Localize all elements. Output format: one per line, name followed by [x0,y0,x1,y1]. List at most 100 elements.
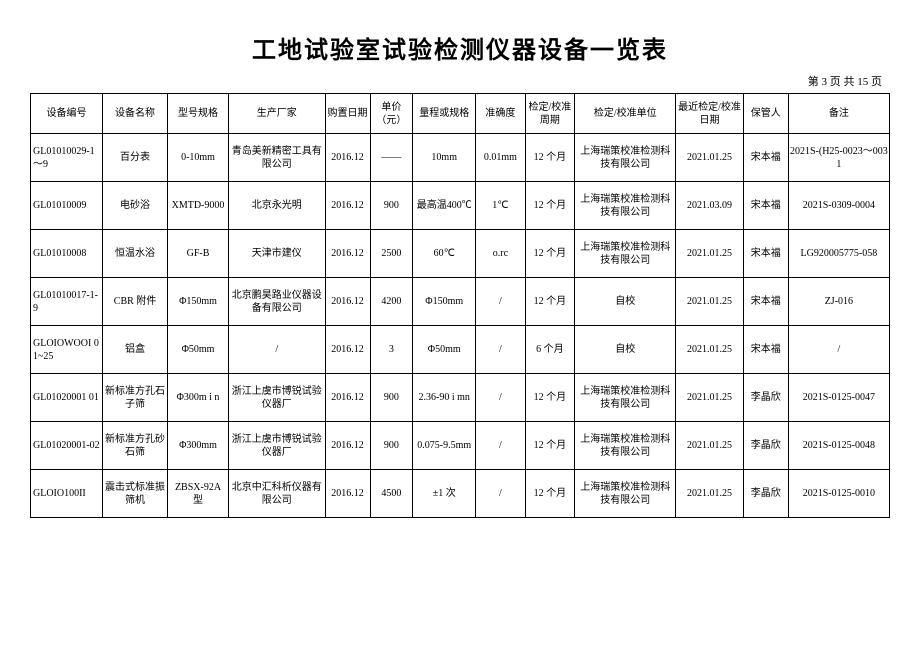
table-cell: Φ300mm [168,422,229,470]
table-cell: 2021S-0125-0010 [788,470,889,518]
table-cell: 2016.12 [325,134,370,182]
table-cell: 李晶欣 [743,422,788,470]
table-cell: LG920005775-058 [788,230,889,278]
table-cell: Φ300m i n [168,374,229,422]
col-header: 购置日期 [325,94,370,134]
table-cell: 12 个月 [525,182,574,230]
table-cell: GLOIO100II [31,470,103,518]
page-title: 工地试验室试验检测仪器设备一览表 [30,30,890,65]
table-cell: 2016.12 [325,326,370,374]
table-cell: / [476,374,525,422]
table-cell: 宋本福 [743,134,788,182]
table-cell: 2016.12 [325,422,370,470]
table-cell: 2021S-0125-0047 [788,374,889,422]
table-cell: GL01010008 [31,230,103,278]
table-cell: 2016.12 [325,470,370,518]
table-cell: GL01010009 [31,182,103,230]
table-cell: 2021.01.25 [676,422,743,470]
table-cell: 10mm [413,134,476,182]
table-cell: 上海瑞策校准检测科技有限公司 [575,422,676,470]
col-header: 设备编号 [31,94,103,134]
table-cell: 12 个月 [525,374,574,422]
table-row: GL01020001-02新标准方孔砂石筛Φ300mm浙江上虞市博锐试验仪器厂2… [31,422,890,470]
table-cell: 北京永光明 [228,182,325,230]
table-row: GL01020001 01新标准方孔石子筛Φ300m i n浙江上虞市博锐试验仪… [31,374,890,422]
table-cell: 电砂浴 [102,182,167,230]
table-row: GLOIOWOOI 01~25铝盒Φ50mm/2016.123Φ50mm/6 个… [31,326,890,374]
table-cell: 宋本福 [743,326,788,374]
table-cell: 铝盒 [102,326,167,374]
table-cell: Φ50mm [413,326,476,374]
table-cell: 李晶欣 [743,470,788,518]
table-cell: / [476,422,525,470]
table-cell: 2021.01.25 [676,374,743,422]
table-cell: 恒温水浴 [102,230,167,278]
table-cell: ZJ-016 [788,278,889,326]
table-cell: ZBSX-92A 型 [168,470,229,518]
table-cell: 2.36-90 i mn [413,374,476,422]
table-cell: 最高温400℃ [413,182,476,230]
col-header: 保管人 [743,94,788,134]
table-cell: / [228,326,325,374]
table-cell: 宋本福 [743,230,788,278]
table-cell: 1℃ [476,182,525,230]
table-cell: GLOIOWOOI 01~25 [31,326,103,374]
table-cell: 上海瑞策校准检测科技有限公司 [575,374,676,422]
table-cell: 2021.01.25 [676,134,743,182]
table-cell: 900 [370,422,413,470]
col-header: 型号规格 [168,94,229,134]
table-cell: Φ150mm [413,278,476,326]
table-cell: 青岛美新精密工具有限公司 [228,134,325,182]
table-cell: 3 [370,326,413,374]
table-cell: 12 个月 [525,134,574,182]
table-cell: 12 个月 [525,278,574,326]
table-row: GL01010008恒温水浴GF-B天津市建仪2016.12250060℃o.r… [31,230,890,278]
table-cell: 李晶欣 [743,374,788,422]
table-cell: 天津市建仪 [228,230,325,278]
table-cell: 上海瑞策校准检测科技有限公司 [575,134,676,182]
table-cell: 浙江上虞市博锐试验仪器厂 [228,422,325,470]
col-header: 单价（元） [370,94,413,134]
table-cell: CBR 附件 [102,278,167,326]
table-row: GL01010029-1～9百分表0-10mm青岛美新精密工具有限公司2016.… [31,134,890,182]
table-cell: 2021S-0125-0048 [788,422,889,470]
col-header: 准确度 [476,94,525,134]
table-cell: Φ150mm [168,278,229,326]
col-header: 设备名称 [102,94,167,134]
table-cell: / [788,326,889,374]
table-cell: 百分表 [102,134,167,182]
table-cell: GL01020001-02 [31,422,103,470]
table-cell: 宋本福 [743,278,788,326]
table-cell: 宋本福 [743,182,788,230]
table-cell: o.rc [476,230,525,278]
table-cell: 2016.12 [325,230,370,278]
col-header: 生产厂家 [228,94,325,134]
table-cell: 12 个月 [525,230,574,278]
table-cell: 新标准方孔砂石筛 [102,422,167,470]
table-row: GL01010017-1-9CBR 附件Φ150mm北京鹏昊路业仪器设备有限公司… [31,278,890,326]
table-cell: XMTD-9000 [168,182,229,230]
table-cell: 0.075-9.5mm [413,422,476,470]
table-cell: 浙江上虞市博锐试验仪器厂 [228,374,325,422]
table-cell: 北京中汇科析仪器有限公司 [228,470,325,518]
table-cell: 震击式标准振筛机 [102,470,167,518]
table-row: GLOIO100II震击式标准振筛机ZBSX-92A 型北京中汇科析仪器有限公司… [31,470,890,518]
table-cell: 900 [370,182,413,230]
table-cell: GL01010029-1～9 [31,134,103,182]
equipment-table: 设备编号 设备名称 型号规格 生产厂家 购置日期 单价（元） 量程或规格 准确度… [30,93,890,518]
table-cell: / [476,470,525,518]
table-cell: GL01020001 01 [31,374,103,422]
table-cell: 2021.01.25 [676,230,743,278]
table-body: GL01010029-1～9百分表0-10mm青岛美新精密工具有限公司2016.… [31,134,890,518]
col-header: 备注 [788,94,889,134]
table-cell: —— [370,134,413,182]
table-cell: 2021.01.25 [676,470,743,518]
col-header: 检定/校准周期 [525,94,574,134]
table-cell: 2021.01.25 [676,326,743,374]
table-cell: 0-10mm [168,134,229,182]
table-cell: 上海瑞策校准检测科技有限公司 [575,470,676,518]
table-cell: 自校 [575,326,676,374]
table-cell: Φ50mm [168,326,229,374]
table-cell: 0.01mm [476,134,525,182]
table-cell: GF-B [168,230,229,278]
